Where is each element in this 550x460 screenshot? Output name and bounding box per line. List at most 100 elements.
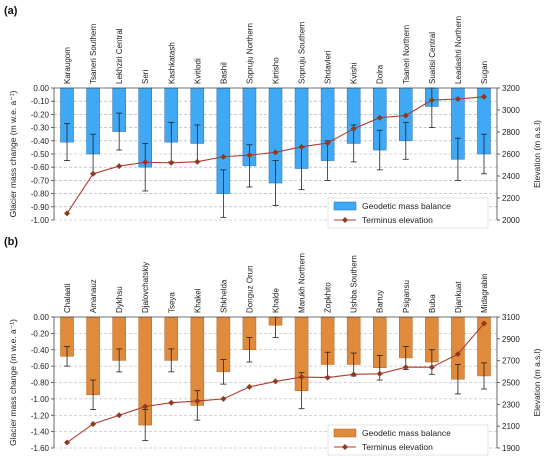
elevation-point: [168, 399, 175, 406]
y2-tick-label: 2000: [502, 216, 520, 225]
category-label: Marukh Northern: [298, 253, 307, 313]
y2-axis-label: Elevation (m a.s.l): [532, 348, 542, 416]
elevation-point: [246, 152, 253, 159]
elevation-point: [64, 210, 71, 217]
elevation-point: [116, 412, 123, 419]
y2-tick-label: 3200: [502, 84, 520, 93]
elevation-point: [194, 158, 201, 165]
elevation-point: [64, 439, 71, 446]
category-label: Djalovchatskiy: [141, 262, 150, 313]
legend-label: Terminus elevation: [362, 442, 433, 452]
category-label: Zopkhito: [324, 282, 333, 313]
elevation-point: [298, 143, 305, 150]
panel-a-chart: (a) 0.00 -0.10 -0.20 -0.30 -0.40 -0.50 -0.60 -0.…: [4, 5, 542, 229]
elevation-point: [168, 159, 175, 166]
legend-bar-swatch: [333, 428, 357, 438]
elevation-point: [116, 163, 123, 170]
legend-marker-swatch: [342, 217, 348, 223]
y2-axis-label: Elevation (m a.s.l): [532, 120, 542, 188]
elevation-point: [454, 96, 461, 102]
y-axis-label: Glacier mass change (m w.e. a⁻¹): [8, 90, 18, 217]
elevation-point: [428, 364, 435, 371]
category-label: Bartuy: [376, 290, 385, 313]
elevation-point: [454, 351, 461, 358]
category-label: Suatisi Central: [428, 32, 437, 84]
y-tick-label: -1.00: [31, 395, 50, 404]
legend-label: Terminus elevation: [362, 215, 433, 225]
panel-label: (a): [4, 5, 18, 17]
y-tick-label: -0.20: [31, 329, 50, 338]
y-axis-label: Glacier mass change (m w.e. a⁻¹): [8, 319, 18, 446]
elevation-point: [324, 374, 331, 381]
elevation-point: [350, 371, 357, 378]
y-tick-label: -0.90: [31, 203, 50, 212]
elevation-point: [272, 378, 279, 385]
elevation-point: [194, 398, 201, 405]
y2-tick-label: 2400: [502, 172, 520, 181]
category-label: Ushba Southern: [350, 255, 359, 313]
elevation-point: [90, 420, 97, 427]
category-label: Amanauz: [89, 279, 98, 313]
category-label: Kashkatash: [167, 42, 176, 84]
category-label: Sopruju Southern: [298, 22, 307, 84]
y-tick-label: -0.70: [31, 176, 50, 185]
category-label: Sugan: [480, 61, 489, 84]
y-tick-label: -0.30: [31, 124, 50, 133]
elevation-point: [376, 370, 383, 377]
category-label: Kvishi: [350, 62, 359, 84]
y-tick-label: -0.40: [31, 137, 50, 146]
category-label: Karaugom: [63, 47, 72, 84]
category-label: Chalaati: [63, 283, 72, 313]
panel-label: (b): [4, 236, 18, 248]
category-label: Shkhelda: [219, 279, 228, 313]
category-label: Dykhsu: [115, 286, 124, 313]
y-tick-label: -0.10: [31, 97, 50, 106]
legend-bar-swatch: [333, 201, 357, 211]
y-tick-label: -0.60: [31, 163, 50, 172]
elevation-point: [324, 140, 331, 146]
elevation-point: [246, 383, 253, 390]
y2-tick-label: 2900: [502, 335, 520, 344]
legend-label: Geodetic mass balance: [362, 201, 451, 211]
elevation-point: [90, 170, 97, 177]
category-label: Bashil: [219, 62, 228, 84]
category-label: Dolra: [376, 64, 385, 84]
category-label: Djankuat: [454, 281, 463, 313]
y-tick-label: 0.00: [33, 313, 49, 322]
y2-tick-label: 3100: [502, 313, 520, 322]
y2-tick-label: 2500: [502, 379, 520, 388]
elevation-point: [428, 97, 435, 104]
y-tick-label: -1.60: [31, 444, 50, 453]
category-label: Lekhziri Central: [115, 28, 124, 84]
elevation-point: [272, 149, 279, 156]
y-tick-label: 0.00: [33, 84, 49, 93]
category-label: Tsaneri Southern: [89, 24, 98, 84]
category-label: Seri: [141, 70, 150, 84]
legend-label: Geodetic mass balance: [362, 428, 451, 438]
y-tick-label: -0.20: [31, 110, 50, 119]
category-label: Khalde: [272, 288, 281, 313]
category-label: Kirtisho: [272, 57, 281, 84]
y2-tick-label: 3000: [502, 106, 520, 115]
category-label: Sopruju Northern: [245, 23, 254, 84]
y-tick-label: -0.80: [31, 190, 50, 199]
y-tick-label: -1.40: [31, 428, 50, 437]
category-label: Buba: [428, 294, 437, 313]
elevation-point: [402, 112, 409, 119]
elevation-point: [142, 159, 149, 166]
y2-tick-label: 2600: [502, 150, 520, 159]
panel-b-chart: (b) 0.00 -0.20 -0.40 -0.60 -0.80 -1.00 -1.20 -1.…: [4, 236, 542, 456]
elevation-point: [220, 153, 227, 160]
y-tick-label: -1.20: [31, 411, 50, 420]
elevation-point: [142, 403, 149, 410]
y-tick-label: -0.60: [31, 362, 50, 371]
y2-tick-label: 2700: [502, 357, 520, 366]
category-label: Donguz Orun: [245, 265, 254, 313]
elevation-point: [298, 374, 305, 381]
y-tick-label: -0.40: [31, 346, 50, 355]
y2-tick-label: 2200: [502, 194, 520, 203]
elevation-point: [220, 395, 227, 402]
category-label: Tseya: [167, 292, 176, 313]
y-tick-label: -0.80: [31, 379, 50, 388]
